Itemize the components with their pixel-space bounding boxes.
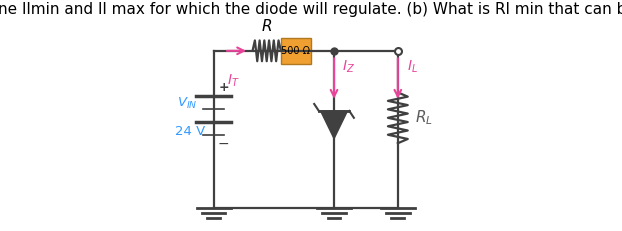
Text: $R_L$: $R_L$ xyxy=(415,109,433,127)
Polygon shape xyxy=(320,111,348,139)
Text: R: R xyxy=(261,19,272,34)
Text: $V_{IN}$: $V_{IN}$ xyxy=(177,96,197,112)
Text: 500 Ω: 500 Ω xyxy=(281,46,310,56)
Text: +: + xyxy=(218,81,229,94)
Text: Determine Ilmin and Il max for which the diode will regulate. (b) What is Rl min: Determine Ilmin and Il max for which the… xyxy=(0,2,622,17)
Text: −: − xyxy=(218,137,230,151)
Text: 24 V: 24 V xyxy=(175,125,206,138)
Text: $I_Z$: $I_Z$ xyxy=(341,59,355,75)
Text: $I_L$: $I_L$ xyxy=(407,59,417,75)
FancyBboxPatch shape xyxy=(281,37,311,64)
Text: $I_T$: $I_T$ xyxy=(226,73,239,89)
